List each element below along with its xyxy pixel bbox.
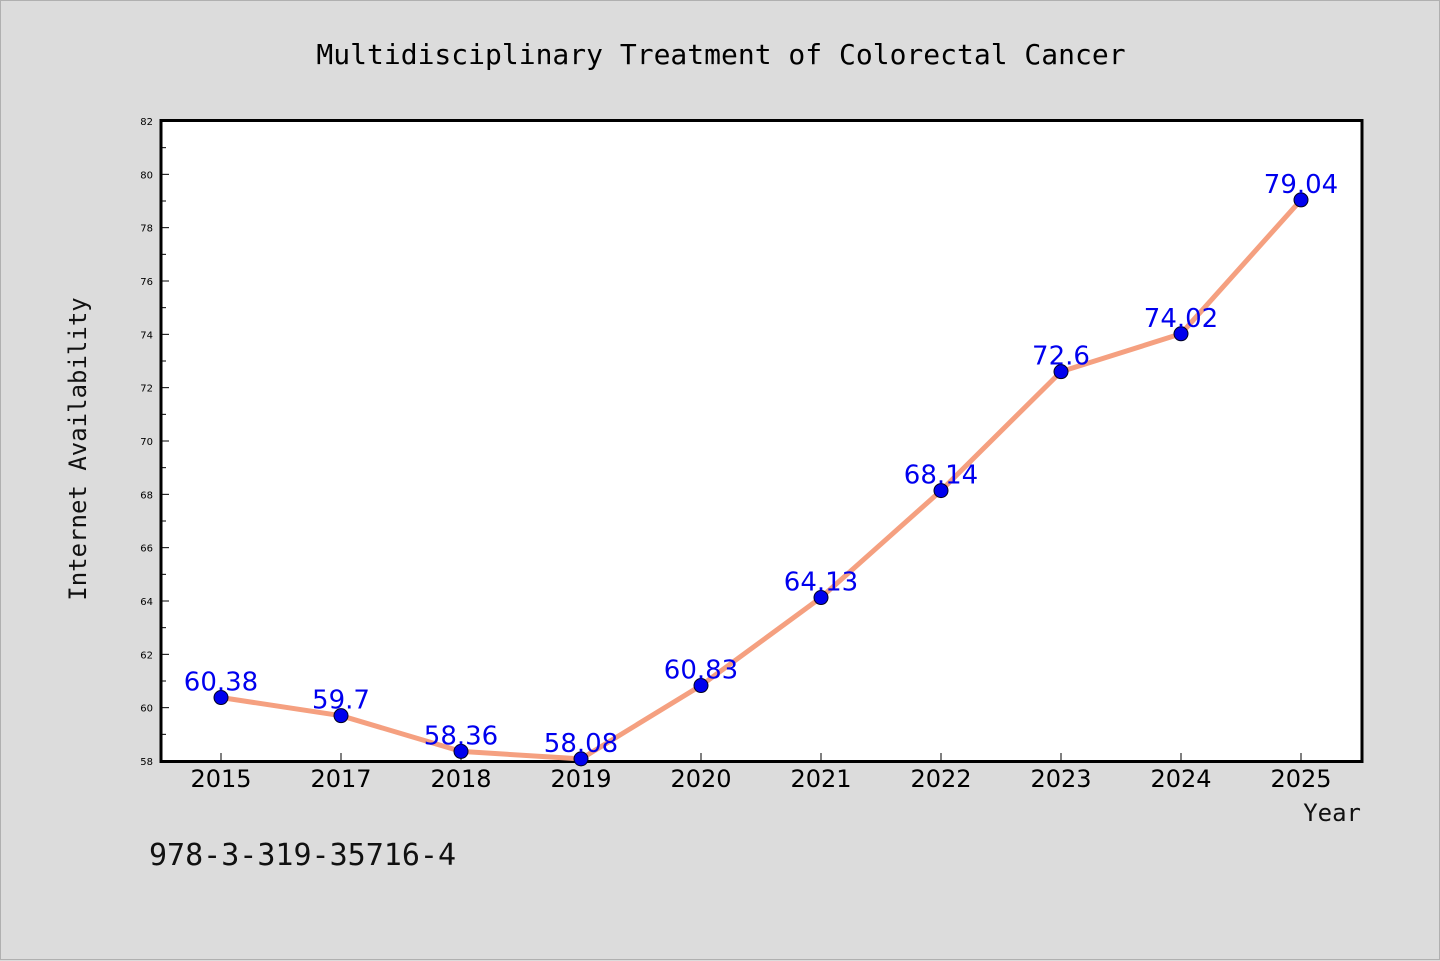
data-point — [573, 751, 589, 767]
y-tick-label: 76 — [140, 277, 153, 288]
x-tick-label: 2021 — [790, 765, 851, 793]
data-label: 64.13 — [784, 568, 858, 598]
data-point — [1293, 192, 1309, 208]
x-axis-title: Year — [1303, 799, 1361, 827]
y-tick-label: 66 — [140, 544, 153, 555]
x-tick-label: 2022 — [910, 765, 971, 793]
x-tick-label: 2024 — [1150, 765, 1211, 793]
x-tick-label: 2023 — [1030, 765, 1091, 793]
data-point — [333, 708, 349, 724]
y-tick-label: 60 — [140, 704, 153, 715]
y-tick-label: 74 — [140, 330, 153, 341]
chart-title: Multidisciplinary Treatment of Colorecta… — [316, 38, 1125, 71]
x-tick-label: 2018 — [430, 765, 491, 793]
x-tick-label: 2017 — [310, 765, 371, 793]
y-tick-label: 58 — [140, 757, 153, 768]
plot-area — [159, 119, 1364, 763]
data-label: 72.6 — [1032, 342, 1090, 372]
x-tick-label: 2019 — [550, 765, 611, 793]
data-point — [813, 590, 829, 606]
data-point — [933, 483, 949, 499]
x-tick-label: 2025 — [1270, 765, 1331, 793]
x-axis: 2015 2017 2018 2019 2020 2021 2022 2023 2024 2025 — [190, 753, 1332, 793]
isbn-footnote: 978-3-319-35716-4 — [149, 838, 456, 873]
data-label: 79.04 — [1264, 170, 1338, 200]
data-label: 60.83 — [664, 656, 738, 686]
data-point — [693, 678, 709, 694]
y-tick-label: 62 — [140, 650, 153, 661]
y-axis-title: Internet Availability — [64, 297, 92, 600]
y-tick-label: 64 — [140, 597, 153, 608]
data-label: 68.14 — [904, 461, 978, 491]
y-tick-label: 72 — [140, 384, 153, 395]
y-tick-label: 78 — [140, 224, 153, 235]
data-point — [453, 743, 469, 759]
x-tick-label: 2020 — [670, 765, 731, 793]
data-label: 74.02 — [1144, 304, 1218, 334]
y-axis: 58 60 62 64 66 68 70 72 74 76 78 80 82 — [140, 117, 169, 768]
series-line-group: 60.38 59.7 58.36 58.08 60.83 64.13 68.14 72.6 74… — [184, 170, 1338, 767]
data-label: 58.08 — [544, 729, 618, 759]
y-tick-label: 82 — [140, 117, 153, 128]
x-tick-label: 2015 — [190, 765, 251, 793]
data-point — [1053, 364, 1069, 380]
data-label: 60.38 — [184, 668, 258, 698]
data-point — [1173, 326, 1189, 342]
data-point — [213, 690, 229, 706]
y-tick-label: 68 — [140, 490, 153, 501]
y-tick-label: 80 — [140, 170, 153, 181]
data-label: 58.36 — [424, 721, 498, 751]
y-tick-label: 70 — [140, 437, 153, 448]
series-line — [218, 197, 1304, 762]
data-label: 59.7 — [312, 686, 370, 716]
